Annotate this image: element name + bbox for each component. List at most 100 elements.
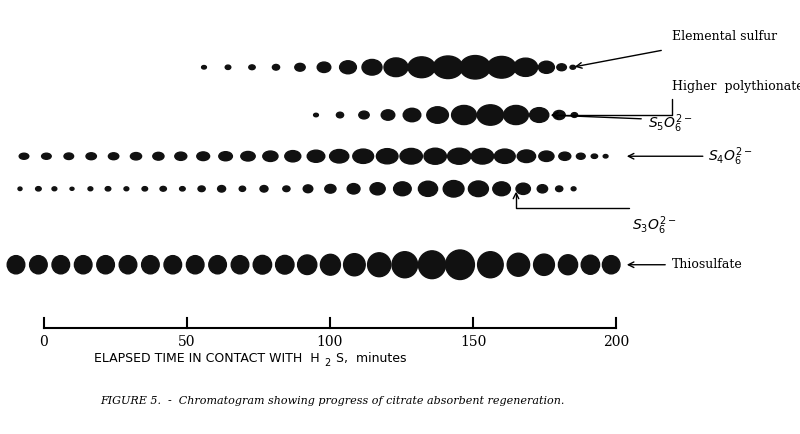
Ellipse shape	[142, 187, 147, 191]
Ellipse shape	[571, 112, 578, 117]
Ellipse shape	[86, 153, 97, 160]
Ellipse shape	[516, 183, 530, 194]
Text: 100: 100	[317, 335, 343, 349]
Ellipse shape	[392, 252, 418, 278]
Ellipse shape	[52, 256, 70, 274]
Ellipse shape	[325, 184, 336, 193]
Ellipse shape	[198, 186, 205, 192]
Ellipse shape	[249, 65, 255, 70]
Ellipse shape	[52, 187, 57, 191]
Ellipse shape	[260, 186, 268, 192]
Ellipse shape	[282, 186, 290, 192]
Ellipse shape	[469, 181, 488, 197]
Ellipse shape	[303, 185, 313, 193]
Ellipse shape	[576, 153, 585, 159]
Text: 200: 200	[603, 335, 629, 349]
Text: S,  minutes: S, minutes	[336, 352, 406, 365]
Ellipse shape	[443, 181, 464, 197]
Ellipse shape	[538, 61, 554, 73]
Ellipse shape	[555, 186, 562, 192]
Ellipse shape	[538, 185, 548, 193]
Ellipse shape	[209, 256, 226, 274]
Ellipse shape	[581, 255, 600, 274]
Ellipse shape	[231, 256, 249, 274]
Ellipse shape	[418, 251, 446, 279]
Ellipse shape	[451, 105, 476, 125]
Text: 0: 0	[40, 335, 48, 349]
Ellipse shape	[477, 105, 504, 125]
Ellipse shape	[603, 155, 608, 158]
Ellipse shape	[514, 58, 538, 76]
Ellipse shape	[70, 187, 74, 191]
Ellipse shape	[381, 110, 395, 120]
Ellipse shape	[218, 152, 232, 161]
Text: Elemental sulfur: Elemental sulfur	[672, 30, 777, 43]
Ellipse shape	[197, 152, 210, 161]
Ellipse shape	[285, 151, 301, 162]
Ellipse shape	[424, 148, 446, 164]
Ellipse shape	[254, 255, 272, 274]
Ellipse shape	[307, 150, 325, 162]
Text: $S_5O_6^{2-}$: $S_5O_6^{2-}$	[648, 112, 693, 135]
Ellipse shape	[504, 105, 528, 125]
Ellipse shape	[218, 186, 226, 192]
Ellipse shape	[119, 256, 137, 274]
Ellipse shape	[362, 59, 382, 75]
Ellipse shape	[557, 64, 566, 71]
Ellipse shape	[179, 187, 186, 191]
Ellipse shape	[353, 149, 374, 164]
Ellipse shape	[530, 108, 549, 122]
Ellipse shape	[142, 256, 159, 274]
Ellipse shape	[7, 256, 25, 274]
Ellipse shape	[97, 256, 114, 274]
Ellipse shape	[447, 148, 470, 164]
Text: $S_3O_6^{2-}$: $S_3O_6^{2-}$	[632, 215, 677, 237]
Ellipse shape	[124, 187, 129, 191]
Ellipse shape	[570, 66, 575, 69]
Ellipse shape	[64, 153, 74, 160]
Ellipse shape	[314, 113, 318, 117]
Ellipse shape	[539, 151, 554, 161]
Text: 150: 150	[460, 335, 486, 349]
Ellipse shape	[202, 66, 206, 69]
Ellipse shape	[493, 182, 510, 196]
Ellipse shape	[330, 149, 349, 163]
Ellipse shape	[517, 150, 536, 163]
Ellipse shape	[262, 151, 278, 161]
Ellipse shape	[358, 111, 370, 119]
Ellipse shape	[186, 256, 204, 274]
Text: 2: 2	[324, 358, 330, 368]
Ellipse shape	[160, 187, 166, 191]
Ellipse shape	[317, 62, 331, 72]
Ellipse shape	[394, 182, 411, 196]
Ellipse shape	[403, 108, 421, 122]
Ellipse shape	[446, 250, 474, 279]
Ellipse shape	[336, 112, 344, 118]
Ellipse shape	[298, 255, 317, 274]
Ellipse shape	[275, 255, 294, 274]
Ellipse shape	[408, 57, 435, 78]
Ellipse shape	[42, 153, 51, 159]
Ellipse shape	[18, 187, 22, 191]
Ellipse shape	[571, 187, 576, 191]
Ellipse shape	[153, 152, 164, 160]
Ellipse shape	[239, 186, 246, 191]
Ellipse shape	[164, 256, 182, 274]
Text: FIGURE 5.  -  Chromatogram showing progress of citrate absorbent regeneration.: FIGURE 5. - Chromatogram showing progres…	[100, 396, 564, 407]
Ellipse shape	[478, 252, 503, 278]
Ellipse shape	[241, 151, 255, 161]
Ellipse shape	[376, 148, 398, 164]
Ellipse shape	[320, 254, 341, 275]
Ellipse shape	[340, 61, 357, 74]
Text: Thiosulfate: Thiosulfate	[672, 258, 742, 271]
Ellipse shape	[434, 56, 463, 79]
Ellipse shape	[174, 152, 187, 161]
Ellipse shape	[272, 65, 280, 70]
Text: Higher  polythionates: Higher polythionates	[672, 80, 800, 93]
Ellipse shape	[384, 58, 408, 77]
Ellipse shape	[30, 256, 47, 274]
Ellipse shape	[487, 56, 516, 78]
Ellipse shape	[494, 149, 515, 164]
Ellipse shape	[294, 63, 306, 71]
Ellipse shape	[36, 187, 42, 191]
